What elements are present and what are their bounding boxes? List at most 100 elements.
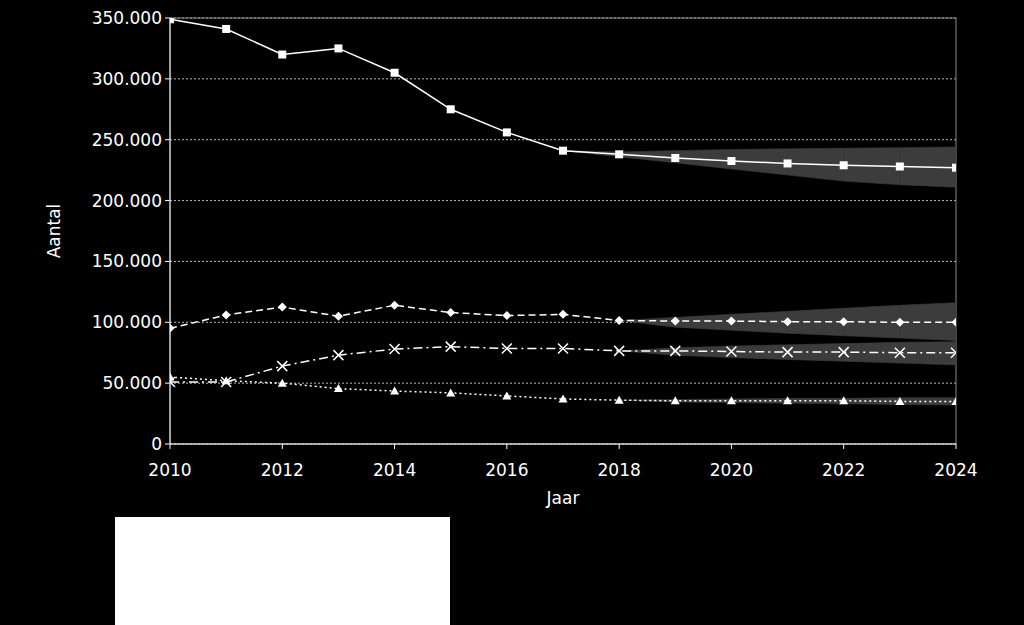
y-tick-label: 0 <box>151 434 162 454</box>
marker <box>671 154 679 162</box>
confidence-band <box>619 317 675 327</box>
marker <box>895 318 904 327</box>
marker <box>952 164 956 172</box>
marker <box>952 397 957 405</box>
grid-line <box>170 444 956 445</box>
marker <box>615 396 624 404</box>
marker <box>559 310 568 319</box>
y-tick <box>165 18 170 19</box>
marker <box>502 391 511 399</box>
y-tick-label: 350.000 <box>92 8 162 28</box>
marker <box>334 44 342 52</box>
marker <box>839 396 848 404</box>
marker <box>391 69 399 77</box>
y-axis-title: Aantal <box>44 204 64 259</box>
legend-box <box>115 517 450 625</box>
x-tick-label: 2010 <box>148 460 191 480</box>
grid-line <box>170 139 956 140</box>
y-tick <box>165 78 170 79</box>
series-line <box>170 19 956 167</box>
marker <box>390 301 399 310</box>
confidence-band <box>731 311 787 333</box>
y-tick <box>165 200 170 201</box>
marker <box>670 346 680 356</box>
marker <box>839 347 849 357</box>
confidence-band <box>619 400 675 402</box>
marker <box>896 162 904 170</box>
marker <box>783 317 792 326</box>
x-tick-label: 2020 <box>710 460 753 480</box>
marker <box>559 394 568 402</box>
marker <box>447 105 455 113</box>
grid-line <box>170 78 956 79</box>
x-tick <box>170 444 171 449</box>
x-axis <box>170 444 956 445</box>
x-tick-label: 2016 <box>485 460 528 480</box>
marker <box>895 348 905 358</box>
grid-line <box>170 200 956 201</box>
marker <box>170 18 174 23</box>
y-tick <box>165 322 170 323</box>
x-tick <box>956 444 957 449</box>
y-tick <box>165 139 170 140</box>
marker <box>726 346 736 356</box>
y-tick-label: 100.000 <box>92 312 162 332</box>
y-tick <box>165 444 170 445</box>
x-tick-label: 2014 <box>373 460 416 480</box>
plot-area <box>170 18 956 405</box>
marker <box>839 317 848 326</box>
marker <box>334 384 343 392</box>
y-tick-label: 300.000 <box>92 69 162 89</box>
marker <box>671 317 680 326</box>
marker <box>952 318 957 327</box>
marker <box>221 377 231 387</box>
marker <box>783 396 792 404</box>
marker <box>951 348 956 358</box>
y-tick <box>165 383 170 384</box>
marker <box>615 316 624 325</box>
marker <box>278 303 287 312</box>
x-tick-label: 2018 <box>598 460 641 480</box>
marker <box>170 373 175 381</box>
x-tick-label: 2024 <box>934 460 977 480</box>
marker <box>502 311 511 320</box>
confidence-band <box>675 399 731 403</box>
x-tick <box>394 444 395 449</box>
marker <box>615 150 623 158</box>
y-tick <box>165 261 170 262</box>
marker <box>446 388 455 396</box>
series-line <box>170 347 956 382</box>
grid-line <box>170 261 956 262</box>
marker <box>446 308 455 317</box>
marker <box>278 51 286 59</box>
plot-frame <box>170 18 956 444</box>
x-tick <box>506 444 507 449</box>
marker <box>727 317 736 326</box>
confidence-band <box>844 398 900 405</box>
marker <box>222 376 231 384</box>
y-tick-label: 200.000 <box>92 191 162 211</box>
marker <box>558 343 568 353</box>
marker <box>783 347 793 357</box>
marker <box>390 344 400 354</box>
marker <box>446 342 456 352</box>
y-tick-label: 250.000 <box>92 130 162 150</box>
marker <box>895 397 904 405</box>
marker <box>277 361 287 371</box>
background <box>0 0 1024 625</box>
marker <box>333 350 343 360</box>
y-tick-label: 50.000 <box>103 373 162 393</box>
x-tick <box>619 444 620 449</box>
marker <box>727 157 735 165</box>
marker <box>840 161 848 169</box>
marker <box>614 346 624 356</box>
x-tick <box>843 444 844 449</box>
x-tick <box>731 444 732 449</box>
confidence-band <box>675 314 731 330</box>
marker <box>502 343 512 353</box>
marker <box>784 159 792 167</box>
x-tick-label: 2012 <box>261 460 304 480</box>
marker <box>170 324 175 333</box>
marker <box>671 396 680 404</box>
confidence-band <box>900 398 956 405</box>
